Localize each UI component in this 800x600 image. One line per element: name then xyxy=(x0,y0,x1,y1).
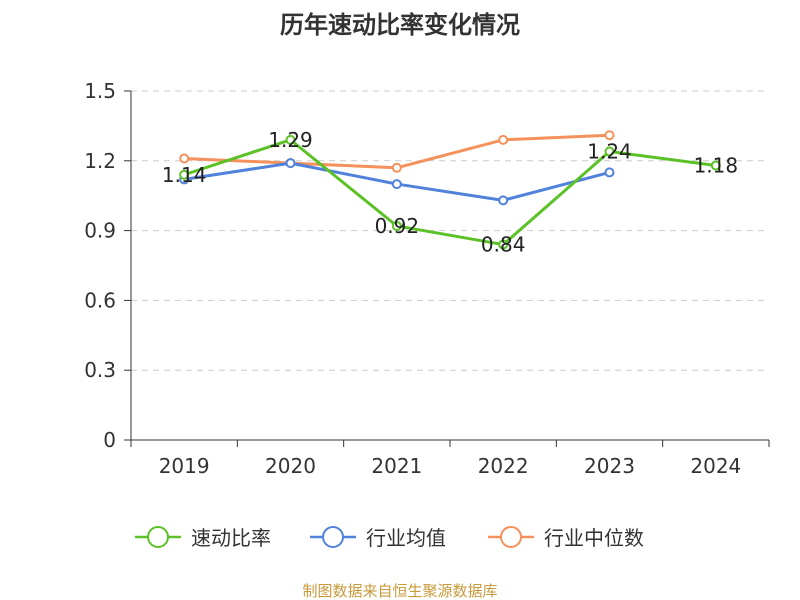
data-label: 0.92 xyxy=(375,214,420,238)
data-point xyxy=(285,134,296,145)
data-point xyxy=(498,239,509,250)
x-tick-label: 2023 xyxy=(584,454,635,478)
legend-marker-icon xyxy=(147,526,169,548)
y-tick-label: 0.9 xyxy=(84,219,116,243)
source-note: 制图数据来自恒生聚源数据库 xyxy=(302,582,497,600)
chart-title: 历年速动比率变化情况 xyxy=(280,11,520,39)
legend[interactable]: 速动比率 行业均值 行业中位数 xyxy=(135,526,644,550)
grid-lines xyxy=(131,90,769,371)
y-tick-label: 0.3 xyxy=(84,358,116,382)
series-line xyxy=(183,138,717,247)
x-tick-label: 2021 xyxy=(371,454,422,478)
data-point xyxy=(285,158,296,169)
legend-item[interactable]: 行业中位数 xyxy=(488,526,644,550)
series-group xyxy=(179,130,721,250)
data-labels: 1.14 1.29 0.92 0.84 1.24 1.18 xyxy=(162,128,738,257)
data-point xyxy=(710,160,721,171)
legend-label: 行业中位数 xyxy=(544,526,644,550)
legend-label: 行业均值 xyxy=(366,526,446,550)
x-tick-label: 2020 xyxy=(265,454,316,478)
x-tick-label: 2019 xyxy=(159,454,210,478)
x-tick-label: 2024 xyxy=(690,454,741,478)
data-point xyxy=(391,162,402,173)
data-label: 0.84 xyxy=(481,233,526,257)
y-tick-label: 0 xyxy=(103,428,116,452)
data-label: 1.24 xyxy=(587,139,632,163)
data-point xyxy=(179,169,190,180)
legend-marker-icon xyxy=(500,526,522,548)
data-point xyxy=(604,130,615,141)
data-label: 1.29 xyxy=(268,128,313,152)
data-label: 1.18 xyxy=(694,153,739,177)
y-tick-label: 1.2 xyxy=(84,149,116,173)
data-point xyxy=(391,179,402,190)
data-point xyxy=(604,167,615,178)
data-point xyxy=(391,220,402,231)
data-point xyxy=(498,134,509,145)
axes: 0 0.3 0.6 0.9 1.2 1.5 2019 2020 2021 2022 2023 2024 xyxy=(84,79,770,478)
legend-item[interactable]: 行业均值 xyxy=(310,526,446,550)
legend-item[interactable]: 速动比率 xyxy=(135,526,271,550)
data-point xyxy=(604,146,615,157)
y-tick-label: 0.6 xyxy=(84,288,116,312)
data-label: 1.14 xyxy=(162,163,207,187)
legend-label: 速动比率 xyxy=(191,526,271,550)
data-point xyxy=(179,153,190,164)
data-point xyxy=(498,195,509,206)
y-tick-label: 1.5 xyxy=(84,79,116,103)
x-tick-label: 2022 xyxy=(478,454,529,478)
legend-marker-icon xyxy=(322,526,344,548)
